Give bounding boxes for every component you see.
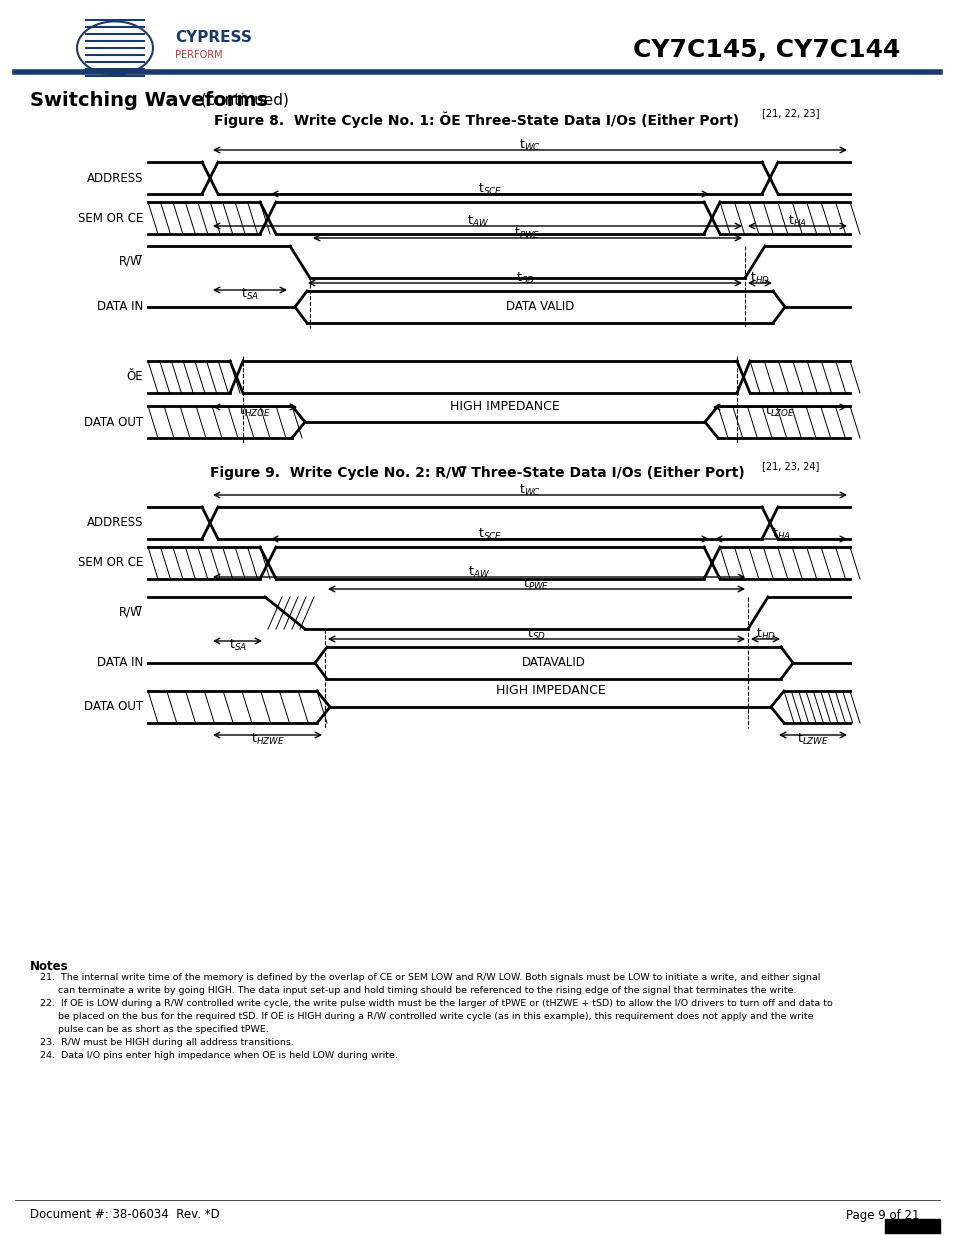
Text: DATAVALID: DATAVALID xyxy=(521,657,585,669)
Text: (continued): (continued) xyxy=(195,93,289,107)
Text: SEM OR CE: SEM OR CE xyxy=(77,211,143,225)
Text: HIGH IMPEDANCE: HIGH IMPEDANCE xyxy=(496,684,605,698)
Text: pulse can be as short as the specified tPWE.: pulse can be as short as the specified t… xyxy=(40,1025,269,1034)
Text: HIGH IMPEDANCE: HIGH IMPEDANCE xyxy=(450,399,559,412)
Text: 21.  The internal write time of the memory is defined by the overlap of CE or SE: 21. The internal write time of the memor… xyxy=(40,973,820,982)
Text: 24.  Data I/O pins enter high impedance when OE is held LOW during write.: 24. Data I/O pins enter high impedance w… xyxy=(40,1051,397,1060)
Text: DATA VALID: DATA VALID xyxy=(505,300,574,314)
Text: t$_{SA}$: t$_{SA}$ xyxy=(229,638,246,653)
Text: t$_{SD}$: t$_{SD}$ xyxy=(515,270,534,287)
Text: t$_{HZWE}$: t$_{HZWE}$ xyxy=(251,732,284,747)
Bar xyxy=(884,1219,939,1233)
Text: Switching Waveforms: Switching Waveforms xyxy=(30,90,268,110)
Text: t$_{HZOE}$: t$_{HZOE}$ xyxy=(239,404,271,419)
Text: ŎE: ŎE xyxy=(126,370,143,384)
Text: t$_{PWE}$: t$_{PWE}$ xyxy=(522,577,549,592)
Text: [21, 22, 23]: [21, 22, 23] xyxy=(761,107,819,119)
Text: DATA OUT: DATA OUT xyxy=(84,415,143,429)
Text: PERFORM: PERFORM xyxy=(174,49,222,61)
Text: t$_{AW}$: t$_{AW}$ xyxy=(466,214,488,228)
Text: ADDRESS: ADDRESS xyxy=(87,516,143,530)
Text: Figure 8.  Write Cycle No. 1: ŎE Three-State Data I/Os (Either Port): Figure 8. Write Cycle No. 1: ŎE Three-St… xyxy=(214,111,739,128)
Text: DATA IN: DATA IN xyxy=(96,657,143,669)
Text: Document #: 38-06034  Rev. *D: Document #: 38-06034 Rev. *D xyxy=(30,1209,219,1221)
Text: Figure 9.  Write Cycle No. 2: R/W̅ Three-State Data I/Os (Either Port): Figure 9. Write Cycle No. 2: R/W̅ Three-… xyxy=(210,466,743,480)
Text: t$_{HA}$: t$_{HA}$ xyxy=(771,527,790,542)
Text: t$_{PWE}$: t$_{PWE}$ xyxy=(514,226,540,241)
Text: R/W̅: R/W̅ xyxy=(119,606,143,620)
Text: t$_{LZOE}$: t$_{LZOE}$ xyxy=(764,404,794,419)
Text: be placed on the bus for the required tSD. If OE is HIGH during a R/W controlled: be placed on the bus for the required tS… xyxy=(40,1011,813,1021)
Text: SEM OR CE: SEM OR CE xyxy=(77,557,143,569)
Text: ADDRESS: ADDRESS xyxy=(87,172,143,184)
Text: t$_{SA}$: t$_{SA}$ xyxy=(241,287,258,303)
Text: CYPRESS: CYPRESS xyxy=(174,31,252,46)
Text: t$_{HD}$: t$_{HD}$ xyxy=(755,627,775,642)
Text: t$_{SCE}$: t$_{SCE}$ xyxy=(477,182,501,198)
Text: 22.  If OE is LOW during a R/W controlled write cycle, the write pulse width mus: 22. If OE is LOW during a R/W controlled… xyxy=(40,999,832,1008)
Text: t$_{HD}$: t$_{HD}$ xyxy=(749,270,769,287)
Text: t$_{SCE}$: t$_{SCE}$ xyxy=(477,527,501,542)
Text: DATA OUT: DATA OUT xyxy=(84,700,143,714)
Text: R/W̅: R/W̅ xyxy=(119,256,143,268)
Text: CY7C145, CY7C144: CY7C145, CY7C144 xyxy=(632,38,899,62)
Text: t$_{WC}$: t$_{WC}$ xyxy=(518,483,540,498)
Text: t$_{SD}$: t$_{SD}$ xyxy=(526,627,545,642)
Text: Page 9 of 21: Page 9 of 21 xyxy=(845,1209,919,1221)
Text: t$_{AW}$: t$_{AW}$ xyxy=(468,564,490,580)
Text: can terminate a write by going HIGH. The data input set-up and hold timing shoul: can terminate a write by going HIGH. The… xyxy=(40,986,796,995)
Text: t$_{WC}$: t$_{WC}$ xyxy=(518,138,540,153)
Text: DATA IN: DATA IN xyxy=(96,300,143,314)
Text: [21, 23, 24]: [21, 23, 24] xyxy=(761,461,819,471)
Text: t$_{HA}$: t$_{HA}$ xyxy=(787,214,806,228)
Text: t$_{LZWE}$: t$_{LZWE}$ xyxy=(796,732,828,747)
Text: 23.  R/W must be HIGH during all address transitions.: 23. R/W must be HIGH during all address … xyxy=(40,1037,294,1047)
Text: Notes: Notes xyxy=(30,960,69,973)
